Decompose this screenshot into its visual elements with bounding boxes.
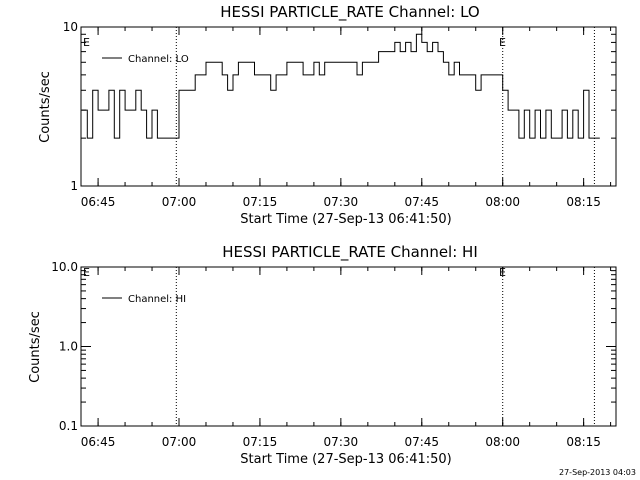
panel-hi-xtick-label: 07:30 — [324, 435, 359, 449]
panel-hi-xtick-label: 07:45 — [404, 435, 439, 449]
panel-lo-xtick-label: 07:00 — [162, 195, 197, 209]
panel-lo-xtick-label: 06:45 — [81, 195, 116, 209]
panel-lo-series-line — [81, 33, 600, 139]
panel-lo-ytick-label: 1 — [70, 179, 78, 193]
panel-hi-ytick-label: 10.0 — [51, 260, 78, 274]
panel-hi-xtick-label: 06:45 — [81, 435, 116, 449]
panel-lo-frame — [80, 26, 617, 187]
panel-hi-ytick-label: 0.1 — [59, 419, 78, 433]
panel-lo: HESSI PARTICLE_RATE Channel: LO Start Ti… — [38, 3, 617, 227]
panel-hi-xtick-label: 07:00 — [162, 435, 197, 449]
panel-hi: HESSI PARTICLE_RATE Channel: HI Start Ti… — [28, 243, 617, 467]
panel-lo-ylabel: Counts/sec — [38, 71, 53, 143]
footer-timestamp: 27-Sep-2013 04:03 — [559, 468, 636, 477]
panel-lo-title: HESSI PARTICLE_RATE Channel: LO — [220, 3, 479, 22]
panel-lo-xlabel: Start Time (27-Sep-13 06:41:50) — [240, 212, 451, 227]
panel-hi-xtick-label: 07:15 — [243, 435, 278, 449]
panel-hi-xtick-label: 08:15 — [566, 435, 601, 449]
panel-lo-xtick-label: 07:30 — [324, 195, 359, 209]
panel-lo-marks: 06:45 07:00 07:15 07:30 07:45 08:00 08:15 1 10 — [63, 20, 617, 209]
panel-lo-xtick-label: 07:15 — [243, 195, 278, 209]
panel-hi-xlabel: Start Time (27-Sep-13 06:41:50) — [240, 452, 451, 467]
panel-lo-event-label-1: E — [83, 36, 90, 49]
panel-hi-xtick-label: 08:00 — [485, 435, 520, 449]
panel-hi-ylabel: Counts/sec — [28, 311, 43, 383]
panel-lo-xtick-label: 08:15 — [566, 195, 601, 209]
panel-lo-xtick-label: 08:00 — [485, 195, 520, 209]
panel-hi-marks: 06:45 07:00 07:15 07:30 07:45 08:00 08:15 0.1 1.… — [51, 260, 617, 449]
panel-lo-legend-label: Channel: LO — [128, 54, 189, 65]
panel-lo-xtick-label: 07:45 — [404, 195, 439, 209]
panel-hi-event-label-1: E — [83, 266, 90, 279]
panel-hi-title: HESSI PARTICLE_RATE Channel: HI — [222, 243, 478, 262]
panel-hi-ytick-label: 1.0 — [59, 340, 78, 354]
panel-hi-legend-label: Channel: HI — [128, 294, 186, 305]
panel-lo-ytick-label: 10 — [63, 20, 78, 34]
